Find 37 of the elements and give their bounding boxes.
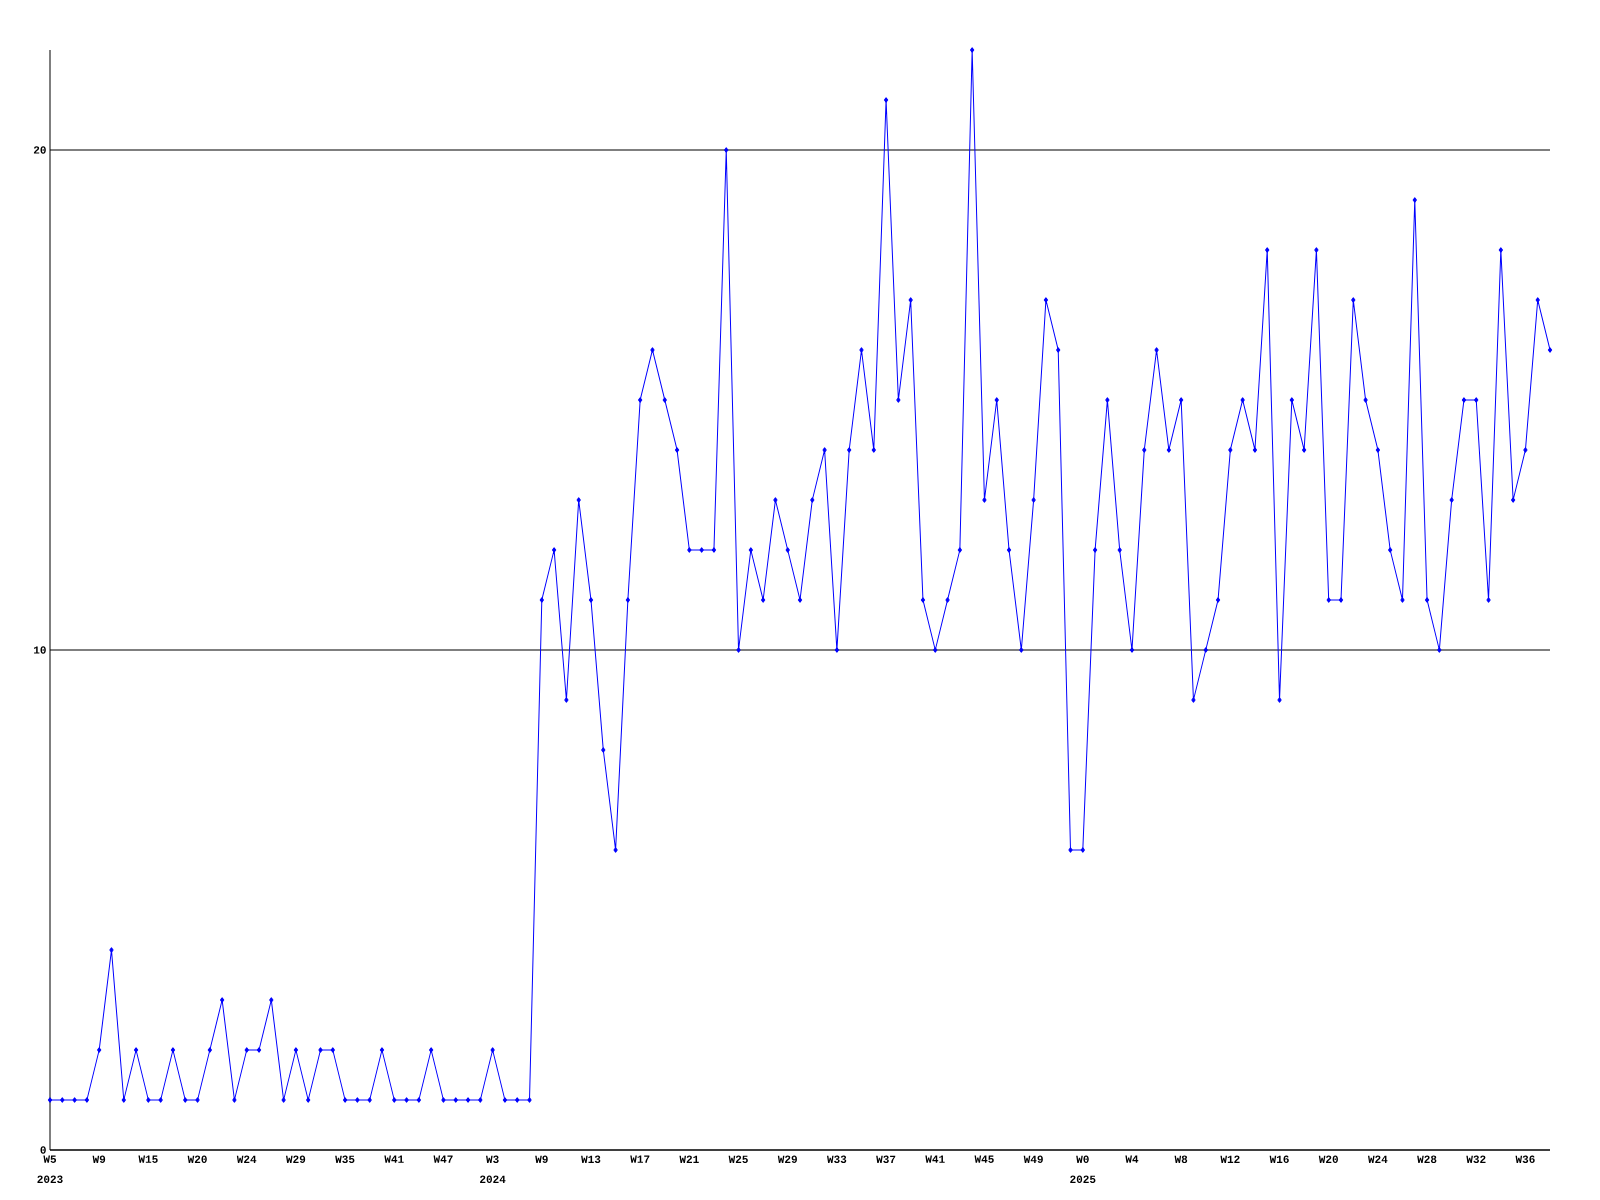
- x-tick-label: W33: [826, 1155, 847, 1164]
- y-tick-label: 10: [34, 646, 46, 654]
- x-tick-label: W35: [335, 1155, 355, 1164]
- x-tick-label: W49: [1023, 1155, 1043, 1163]
- x-tick-label: W20: [1318, 1155, 1338, 1163]
- x-tick-label: W45: [974, 1155, 994, 1163]
- x-tick-label: W17: [630, 1155, 650, 1163]
- x-tick-label: W9: [535, 1155, 548, 1163]
- text: 2024: [480, 1175, 506, 1183]
- x-tick-label: W3: [486, 1155, 499, 1164]
- x-tick-label: W21: [679, 1155, 699, 1163]
- x-tick-label: W13: [581, 1155, 601, 1164]
- x-tick-label: W41: [925, 1155, 945, 1163]
- text: 2023: [37, 1175, 63, 1184]
- x-tick-label: W12: [1220, 1155, 1240, 1163]
- x-tick-label: W0: [1076, 1155, 1089, 1163]
- x-tick-label: W16: [1269, 1155, 1289, 1163]
- x-tick-label: W24: [236, 1155, 257, 1163]
- x-tick-label: W4: [1125, 1155, 1139, 1163]
- y-tick-label: 20: [33, 146, 46, 154]
- x-tick-label: W36: [1515, 1155, 1535, 1164]
- x-tick-label: W24: [1367, 1155, 1388, 1163]
- x-tick-label: W41: [384, 1155, 404, 1163]
- x-tick-label: W20: [187, 1155, 207, 1163]
- x-tick-label: W29: [777, 1155, 797, 1163]
- x-tick-label: W8: [1174, 1155, 1188, 1163]
- x-tick-label: W32: [1466, 1155, 1486, 1164]
- text: 2025: [1070, 1175, 1096, 1183]
- x-tick-label: W29: [286, 1155, 306, 1163]
- x-tick-label: W15: [138, 1155, 158, 1163]
- y-tick-label: 0: [40, 1146, 46, 1154]
- x-tick-label: W28: [1417, 1155, 1437, 1163]
- x-tick-label: W9: [92, 1155, 106, 1163]
- x-tick-label: W5: [43, 1155, 57, 1163]
- x-tick-label: W37: [876, 1155, 896, 1164]
- x-tick-label: W47: [433, 1155, 453, 1163]
- x-tick-label: W25: [728, 1155, 748, 1163]
